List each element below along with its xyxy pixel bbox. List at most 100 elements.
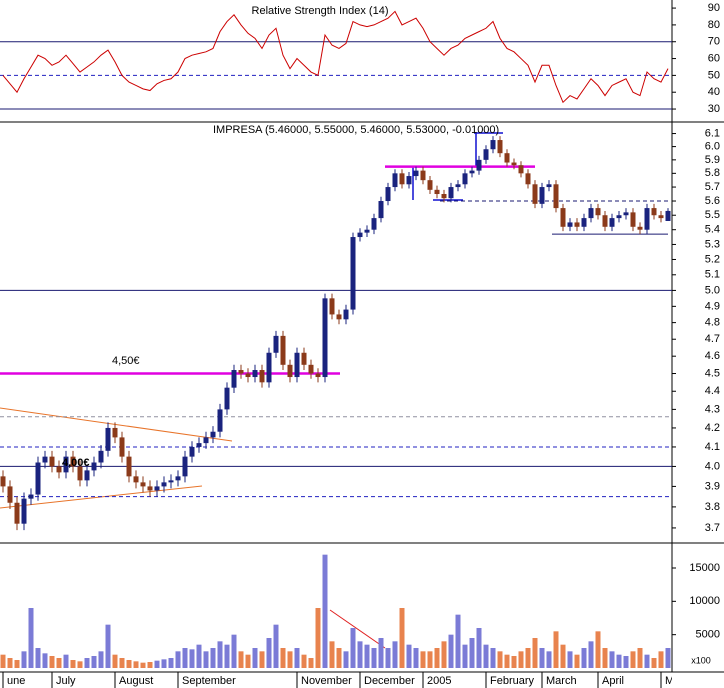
y-tick-label: 15000 <box>689 562 720 574</box>
candle-body <box>154 486 160 491</box>
candle-body <box>203 437 209 444</box>
y-tick-label: 5.0 <box>705 284 720 296</box>
candle-body <box>420 170 426 181</box>
candle-body <box>483 149 489 160</box>
volume-bar <box>567 651 573 668</box>
candle-body <box>462 173 468 185</box>
volume-bar <box>287 651 293 668</box>
candle-body <box>70 456 76 467</box>
volume-bar <box>217 641 223 668</box>
volume-bar <box>196 644 202 668</box>
x-tick-label: March <box>546 675 577 687</box>
volume-bar <box>322 554 328 668</box>
candle-body <box>546 184 552 188</box>
y-tick-label: 5000 <box>696 629 720 641</box>
volume-bar <box>77 661 83 668</box>
candle-body <box>630 212 636 227</box>
y-tick-label: 4.9 <box>705 300 720 312</box>
candle-body <box>588 208 594 219</box>
trend-line <box>329 609 386 649</box>
volume-bar <box>441 641 447 668</box>
volume-bar <box>224 644 230 668</box>
candle-body <box>56 466 62 473</box>
candle-body <box>77 466 83 481</box>
candle-body <box>518 165 524 174</box>
candle-body <box>651 208 657 216</box>
y-tick-label: 4.3 <box>705 403 720 415</box>
volume-bar <box>154 660 160 668</box>
volume-bar <box>546 651 552 668</box>
volume-bar <box>644 654 650 668</box>
volume-bar <box>455 614 461 668</box>
candle-body <box>287 364 293 378</box>
volume-bar <box>70 660 76 668</box>
volume-bar <box>35 648 41 668</box>
volume-bar <box>511 656 517 668</box>
y-tick-label: 60 <box>708 52 720 64</box>
candle-body <box>49 456 55 467</box>
candle-body <box>406 176 412 185</box>
volume-bar <box>483 644 489 668</box>
volume-bar <box>462 644 468 668</box>
candle-body <box>399 173 405 185</box>
volume-bar <box>133 661 139 668</box>
candle-body <box>322 298 328 378</box>
candle-body <box>623 212 629 216</box>
volume-bar <box>329 641 335 668</box>
volume-bar <box>182 648 188 668</box>
y-tick-label: 5.4 <box>705 224 720 236</box>
candle-body <box>336 314 342 320</box>
candle-body <box>616 215 622 219</box>
candle-body <box>469 170 475 174</box>
candle-body <box>455 184 461 188</box>
candle-body <box>231 370 237 388</box>
candle-body <box>21 498 27 524</box>
volume-bar <box>574 654 580 668</box>
y-tick-label: 4.6 <box>705 350 720 362</box>
volume-bar <box>504 654 510 668</box>
volume-bar <box>343 651 349 668</box>
volume-bar <box>294 648 300 668</box>
candle-body <box>434 189 440 195</box>
volume-bar <box>28 608 34 668</box>
volume-bar <box>385 648 391 668</box>
candle-body <box>196 443 202 447</box>
candle-body <box>476 159 482 171</box>
volume-bar <box>448 634 454 668</box>
candle-body <box>567 222 573 227</box>
candle-body <box>266 352 272 383</box>
y-tick-label: 4.8 <box>705 317 720 329</box>
x-tick-label: August <box>119 675 153 687</box>
candle-body <box>560 208 566 227</box>
volume-bar <box>112 654 118 668</box>
candle-body <box>28 494 34 499</box>
volume-bar <box>357 641 363 668</box>
volume-bar <box>175 651 181 668</box>
candle-body <box>301 352 307 365</box>
volume-bar <box>518 651 524 668</box>
candle-body <box>637 226 643 230</box>
volume-bar <box>42 653 48 668</box>
candle-body <box>609 218 615 227</box>
x-tick-label: une <box>7 675 25 687</box>
y-tick-label: 90 <box>708 2 720 14</box>
volume-bar <box>21 651 27 668</box>
candle-body <box>350 237 356 310</box>
candle-body <box>105 427 111 451</box>
candle-body <box>595 208 601 216</box>
candle-body <box>378 201 384 219</box>
volume-bar <box>392 641 398 668</box>
volume-bar <box>126 660 132 668</box>
candle-body <box>343 309 349 320</box>
candle-body <box>133 476 139 483</box>
volume-bar <box>280 648 286 668</box>
volume-bar <box>420 651 426 668</box>
volume-bar <box>14 660 20 668</box>
measure-bracket <box>412 132 503 201</box>
candle-body <box>574 222 580 227</box>
candle-body <box>525 173 531 185</box>
x-tick-label: April <box>602 675 624 687</box>
y-tick-label: 4.4 <box>705 385 720 397</box>
candle-body <box>658 215 664 219</box>
volume-bar <box>497 651 503 668</box>
